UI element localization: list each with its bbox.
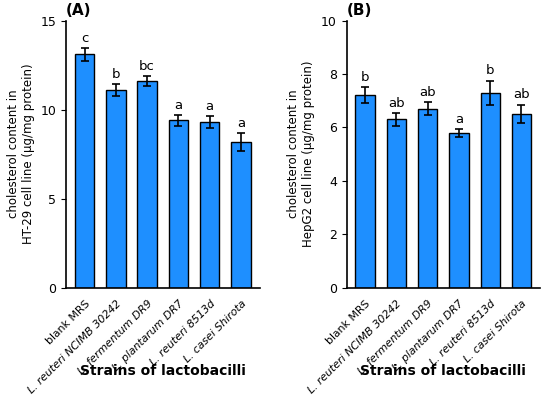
- Text: c: c: [81, 32, 88, 45]
- Text: L. reuteri NCIMB 30242: L. reuteri NCIMB 30242: [26, 298, 123, 395]
- Text: b: b: [361, 71, 369, 84]
- Text: b: b: [486, 65, 494, 77]
- Text: b: b: [112, 67, 120, 81]
- Text: L. fermentum DR9: L. fermentum DR9: [356, 298, 435, 376]
- Text: ab: ab: [419, 86, 436, 99]
- Text: a: a: [206, 99, 214, 113]
- Text: blank MRS: blank MRS: [44, 298, 91, 346]
- Bar: [106, 90, 126, 288]
- Y-axis label: cholesterol content in
HT-29 cell line (μg/mg protein): cholesterol content in HT-29 cell line (…: [7, 64, 35, 245]
- Bar: [75, 54, 94, 288]
- Y-axis label: cholesterol content in
HepG2 cell line (μg/mg protein): cholesterol content in HepG2 cell line (…: [288, 61, 315, 247]
- Bar: [449, 133, 468, 288]
- Text: ab: ab: [388, 97, 404, 109]
- Bar: [418, 109, 437, 288]
- Text: L. plantarum DR7: L. plantarum DR7: [391, 298, 466, 373]
- Text: L. casei Shirota: L. casei Shirota: [463, 298, 528, 364]
- X-axis label: Strains of lactobacilli: Strains of lactobacilli: [360, 364, 526, 378]
- Text: (B): (B): [347, 3, 372, 18]
- Text: ab: ab: [513, 88, 530, 102]
- Bar: [138, 81, 157, 288]
- Text: L. plantarum DR7: L. plantarum DR7: [111, 298, 186, 373]
- Text: L. reuteri NCIMB 30242: L. reuteri NCIMB 30242: [306, 298, 403, 395]
- Text: L. reuteri 8513d: L. reuteri 8513d: [428, 298, 497, 367]
- Text: (A): (A): [66, 3, 91, 18]
- X-axis label: Strains of lactobacilli: Strains of lactobacilli: [80, 364, 246, 378]
- Bar: [387, 119, 406, 288]
- Bar: [200, 122, 219, 288]
- Text: a: a: [175, 99, 182, 112]
- Text: a: a: [237, 117, 245, 129]
- Bar: [512, 114, 531, 288]
- Bar: [231, 142, 251, 288]
- Text: bc: bc: [139, 60, 155, 73]
- Bar: [169, 120, 188, 288]
- Text: L. fermentum DR9: L. fermentum DR9: [76, 298, 154, 376]
- Text: a: a: [455, 113, 463, 125]
- Bar: [355, 95, 375, 288]
- Text: L. reuteri 8513d: L. reuteri 8513d: [148, 298, 217, 367]
- Bar: [480, 92, 500, 288]
- Text: blank MRS: blank MRS: [325, 298, 372, 346]
- Text: L. casei Shirota: L. casei Shirota: [182, 298, 248, 364]
